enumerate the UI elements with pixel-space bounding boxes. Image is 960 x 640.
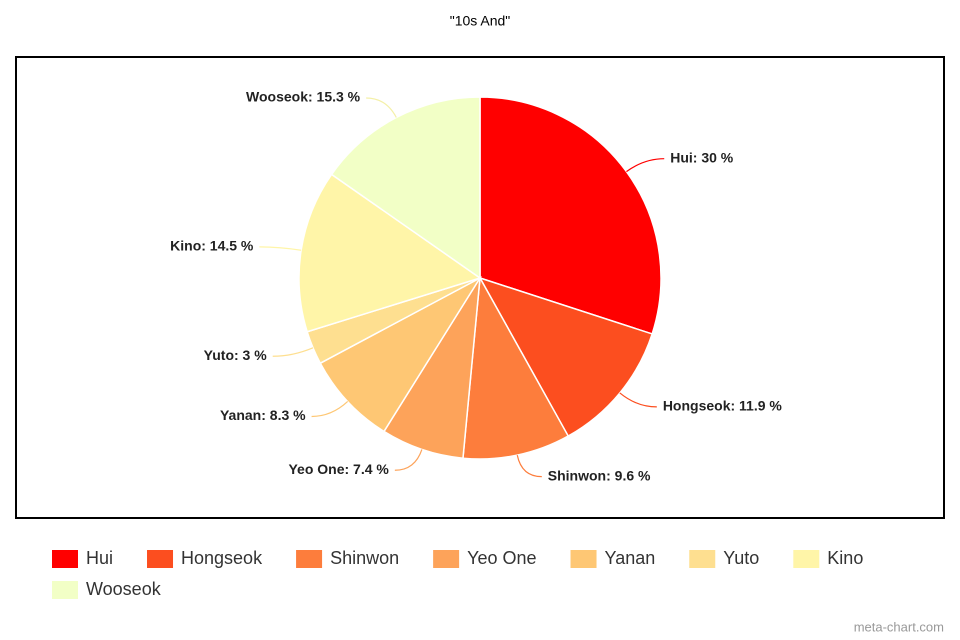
leader-line [516, 454, 542, 478]
legend-swatch [793, 550, 820, 568]
leader-line [259, 246, 302, 251]
pie-slice [479, 96, 662, 335]
leader-line [394, 449, 423, 471]
chart-title: "10s And" [450, 13, 511, 29]
legend-swatch [52, 550, 78, 568]
legend-label: Hui [86, 548, 113, 568]
legend-label: Kino [827, 548, 863, 568]
leader-line [311, 401, 349, 418]
legend-label: Yeo One [467, 548, 536, 568]
legend-swatch [570, 550, 597, 568]
legend-label: Yanan [605, 548, 656, 568]
data-label: Wooseok: 15.3 % [246, 89, 361, 105]
plot-frame [15, 56, 945, 519]
legend-swatch [52, 581, 78, 599]
legend-swatch [689, 550, 716, 568]
leader-line [626, 158, 665, 173]
legend-swatch [433, 550, 460, 568]
leader-line [272, 347, 314, 357]
credit: meta-chart.com [854, 619, 944, 634]
legend-label: Yuto [723, 548, 759, 568]
legend-swatch [296, 550, 323, 568]
pie-slice [319, 276, 483, 433]
legend-label: Hongseok [181, 548, 263, 568]
data-label: Yanan: 8.3 % [220, 407, 306, 423]
data-label: Hui: 30 % [670, 149, 734, 165]
data-label: Yeo One: 7.4 % [288, 461, 389, 477]
pie-slice [330, 96, 481, 280]
pie-slice [478, 276, 654, 438]
legend-label: Shinwon [330, 548, 399, 568]
pie-slice [298, 173, 482, 333]
legend-swatch [147, 550, 174, 568]
legend-label: Wooseok [86, 579, 162, 599]
data-label: Yuto: 3 % [204, 347, 268, 363]
leader-line [366, 97, 397, 118]
data-label: Hongseok: 11.9 % [663, 398, 783, 414]
leader-line [619, 392, 657, 408]
data-label: Shinwon: 9.6 % [548, 467, 651, 483]
data-label: Kino: 14.5 % [170, 238, 254, 254]
